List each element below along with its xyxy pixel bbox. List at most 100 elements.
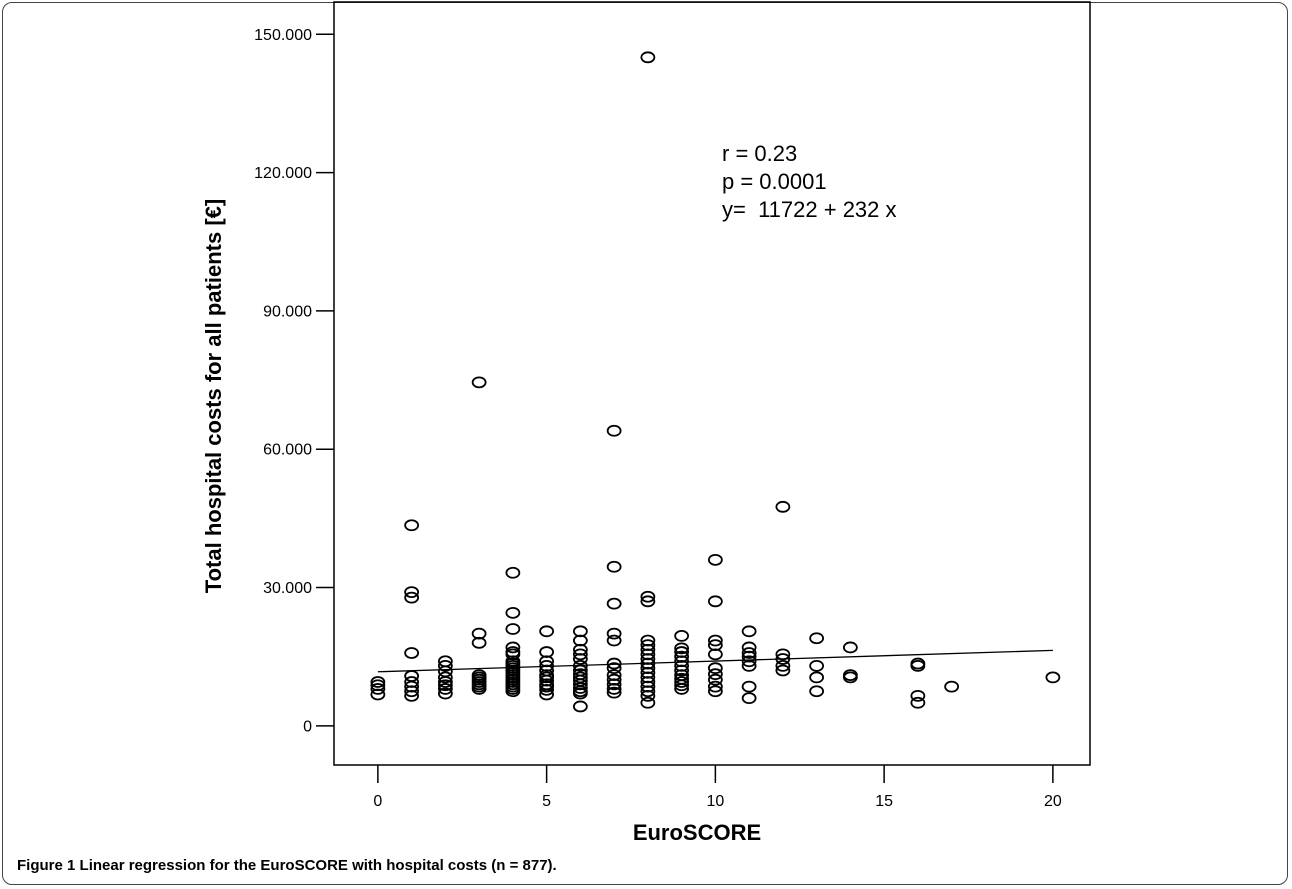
data-point (437, 687, 453, 700)
y-axis-title: Total hospital costs for all patients [€… (201, 199, 226, 593)
data-point (741, 625, 757, 638)
data-point (741, 655, 757, 668)
y-axis: 0 30.000 60.000 90.000 120.000 150.000 (254, 27, 334, 735)
data-point (910, 689, 926, 702)
data-point (539, 646, 555, 658)
data-point (572, 671, 588, 684)
data-point (606, 634, 622, 647)
x-tick-label: 15 (875, 793, 893, 810)
data-point (640, 634, 656, 647)
data-point (741, 641, 757, 654)
y-tick-label: 150.000 (254, 27, 312, 44)
data-point (404, 670, 420, 682)
data-point (404, 591, 420, 604)
data-point (944, 680, 960, 693)
data-point (437, 671, 453, 684)
data-point (842, 669, 858, 681)
regression-line (377, 649, 1053, 673)
data-point (471, 627, 487, 640)
data-point (572, 668, 588, 681)
data-point (775, 659, 791, 672)
data-point (471, 669, 487, 681)
data-point (505, 566, 521, 579)
y-tick-label: 90.000 (263, 303, 312, 320)
data-point (707, 680, 723, 693)
data-point (370, 679, 386, 692)
data-point (809, 671, 825, 684)
data-point (741, 647, 757, 659)
data-point (707, 595, 723, 608)
x-tick-label: 0 (373, 793, 382, 810)
data-point (707, 553, 723, 566)
data-point (910, 657, 926, 670)
data-point (437, 683, 453, 695)
data-point (404, 647, 420, 659)
data-point (809, 632, 825, 645)
data-point (505, 646, 521, 658)
data-point (471, 376, 487, 389)
x-tick-label: 20 (1044, 793, 1062, 810)
data-point (809, 685, 825, 698)
data-point (775, 500, 791, 513)
data-point (640, 696, 656, 709)
data-point (505, 641, 521, 654)
x-axis: 0 5 10 15 20 (373, 765, 1062, 810)
data-point (707, 685, 723, 698)
plot-frame (333, 1, 1091, 766)
x-axis-title: EuroSCORE (633, 820, 761, 845)
data-points (370, 51, 1061, 713)
caption-label: Figure 1 (17, 857, 76, 874)
data-point (674, 672, 690, 685)
data-point (606, 673, 622, 686)
caption-text: Linear regression for the EuroSCORE with… (79, 857, 557, 874)
x-tick-label: 5 (542, 793, 551, 810)
data-point (741, 692, 757, 705)
data-point (910, 696, 926, 709)
data-point (707, 634, 723, 647)
data-point (775, 664, 791, 677)
annotation-r: r = 0.23 (722, 141, 797, 166)
data-point (572, 700, 588, 713)
data-point (640, 595, 656, 608)
data-point (606, 686, 622, 699)
data-point (606, 627, 622, 640)
figure-caption: Figure 1 Linear regression for the EuroS… (17, 857, 557, 874)
data-point (572, 648, 588, 661)
data-point (505, 623, 521, 635)
data-point (606, 424, 622, 437)
data-point (437, 679, 453, 692)
data-point (707, 668, 723, 681)
data-point (505, 606, 521, 619)
data-point (1045, 671, 1061, 684)
data-point (674, 676, 690, 688)
data-point (674, 646, 690, 658)
data-point (370, 683, 386, 695)
y-tick-label: 0 (303, 718, 312, 735)
annotation-equation: y= 11722 + 232 x (722, 197, 897, 222)
data-point (842, 641, 858, 654)
y-tick-label: 120.000 (254, 165, 312, 182)
data-point (606, 669, 622, 681)
data-point (674, 630, 690, 642)
data-point (809, 659, 825, 672)
data-point (741, 680, 757, 693)
data-point (370, 676, 386, 688)
data-point (606, 662, 622, 675)
data-point (707, 673, 723, 686)
data-point (404, 586, 420, 599)
data-point (640, 51, 656, 64)
y-tick-label: 60.000 (263, 442, 312, 459)
x-tick-label: 10 (706, 793, 724, 810)
data-point (404, 519, 420, 532)
data-point (707, 639, 723, 652)
data-point (674, 642, 690, 655)
data-point (539, 625, 555, 638)
data-point (404, 676, 420, 688)
data-point (437, 655, 453, 668)
data-point (606, 560, 622, 573)
data-point (640, 590, 656, 603)
data-point (437, 659, 453, 672)
y-tick-label: 30.000 (263, 580, 312, 597)
data-point (640, 639, 656, 652)
